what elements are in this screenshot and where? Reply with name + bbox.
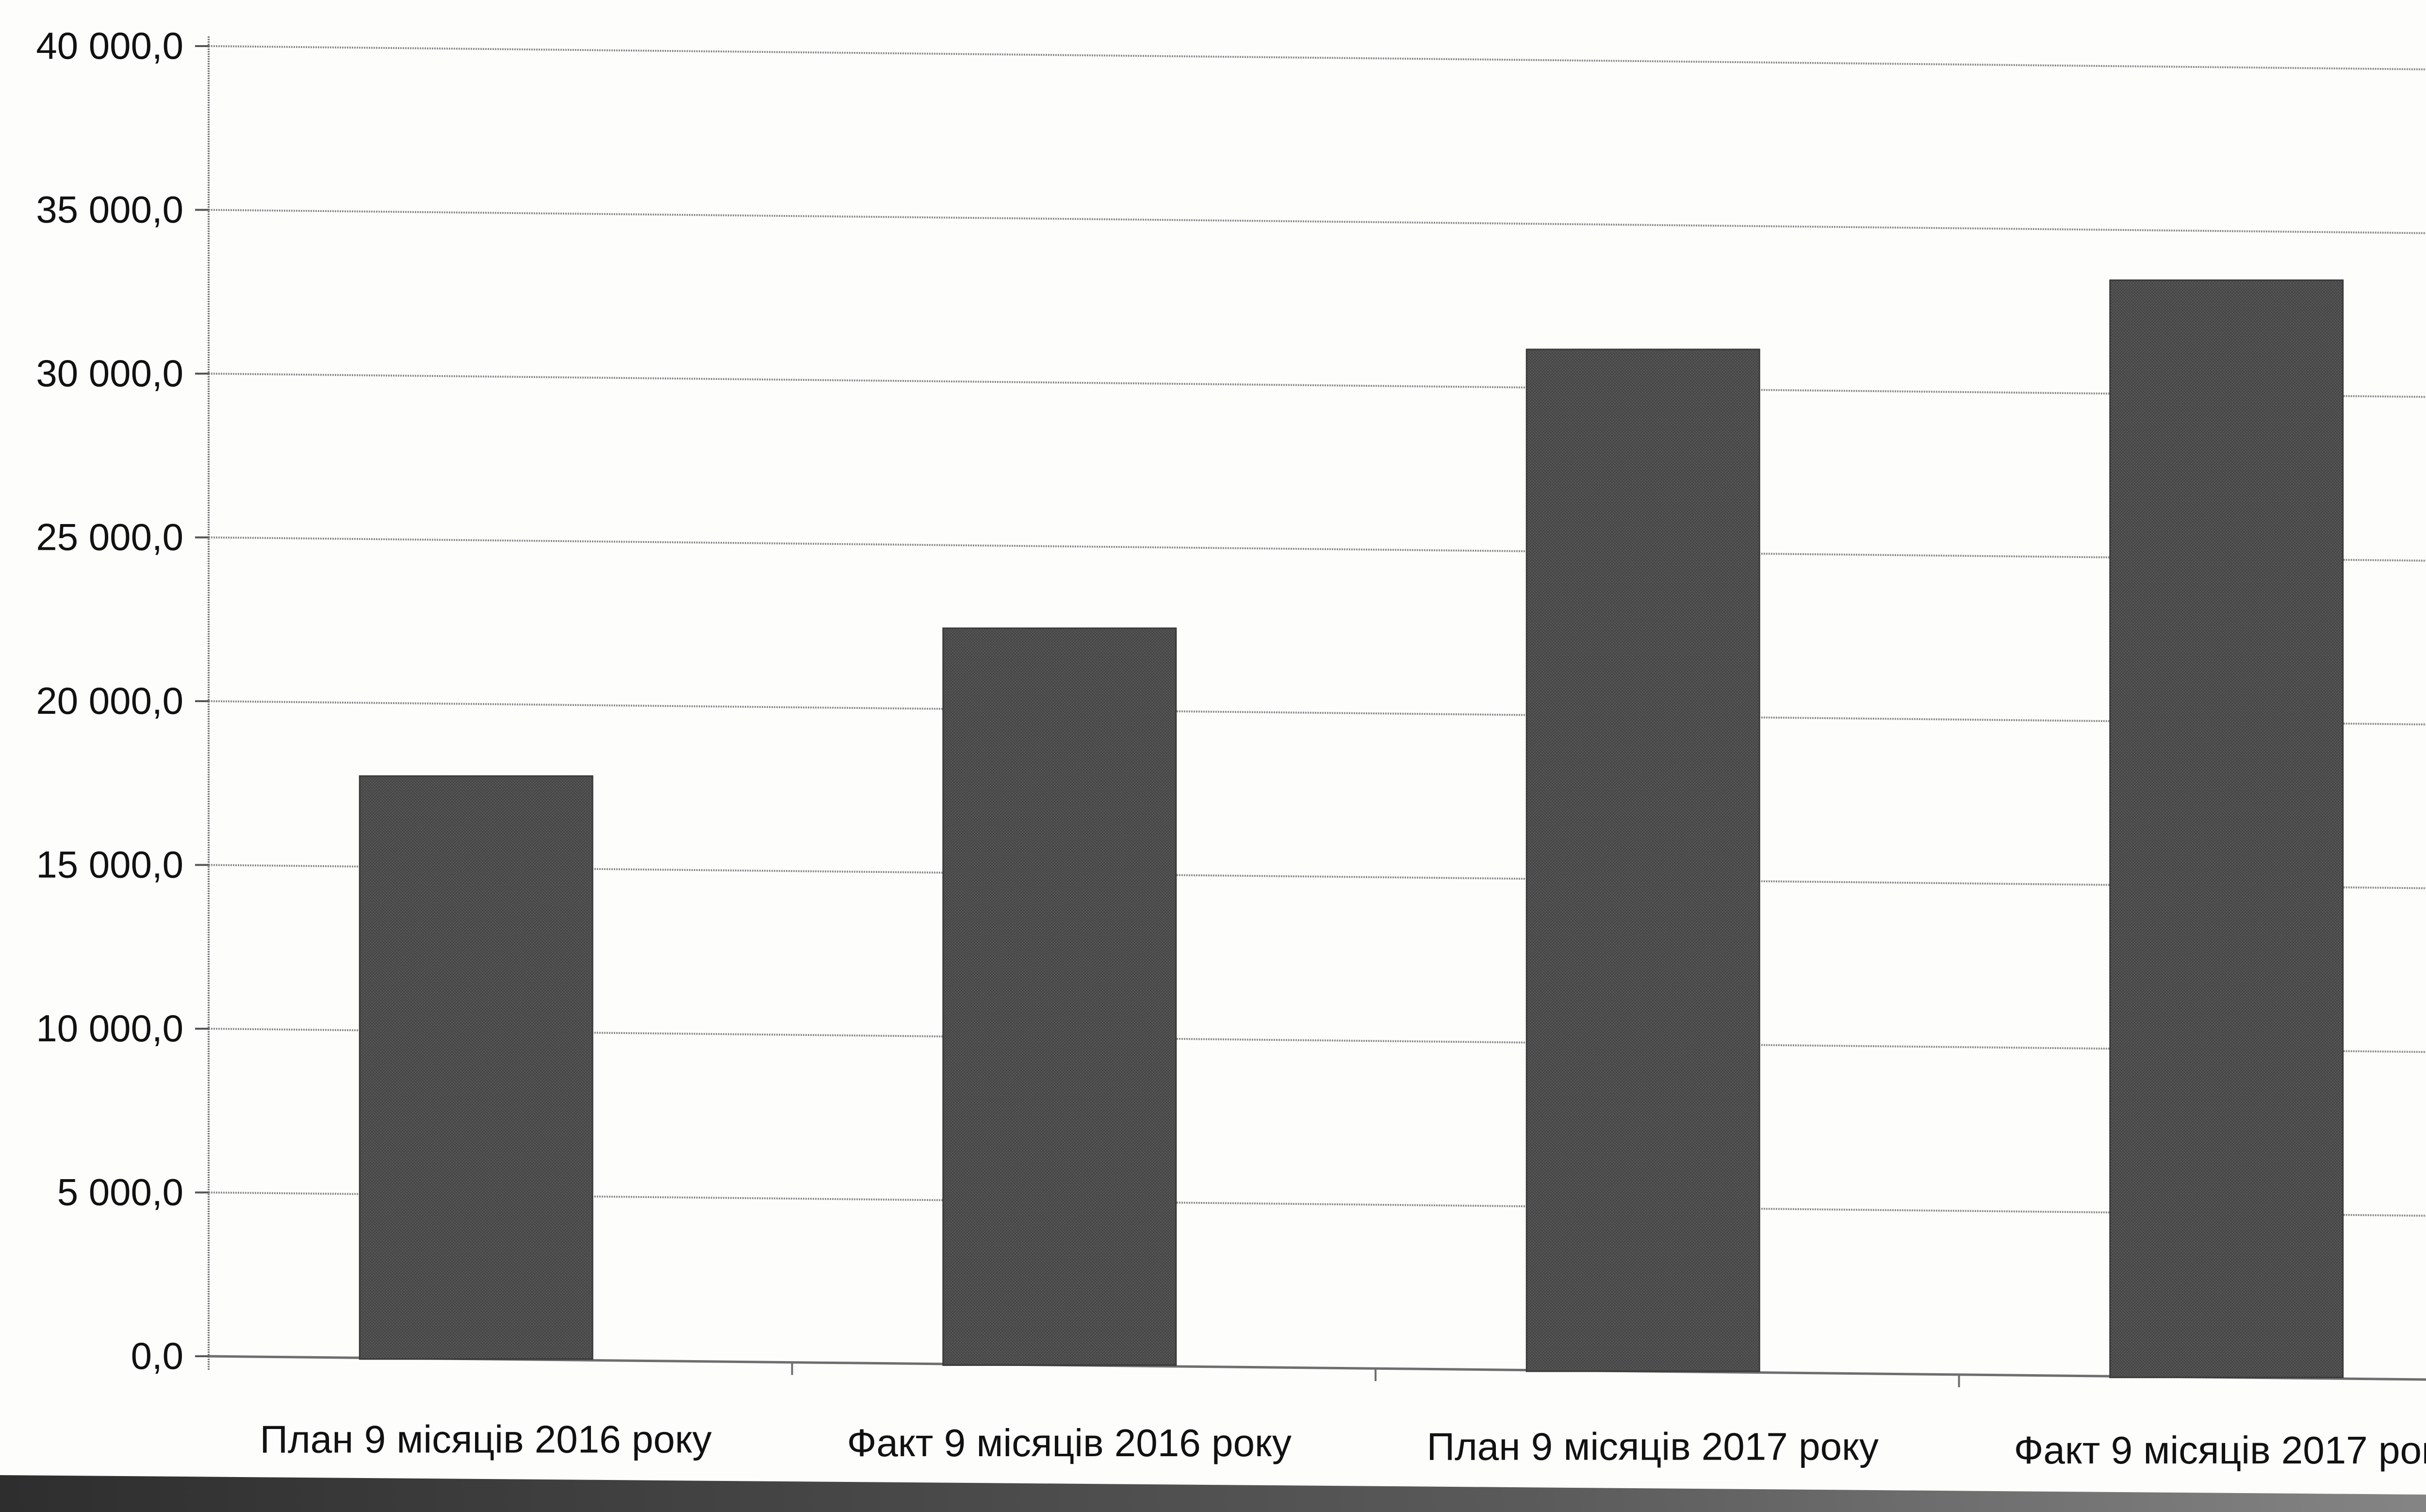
bar (1525, 348, 1760, 1372)
bars (359, 279, 2344, 1379)
gridline (208, 209, 2426, 234)
gridline (208, 1191, 2426, 1217)
gridline (208, 373, 2426, 398)
bar (359, 775, 593, 1360)
y-tick-label: 40 000,0 (36, 24, 183, 67)
gridline (208, 45, 2426, 70)
y-tick-label: 25 000,0 (36, 516, 183, 559)
x-category-label: Факт 9 місяців 2016 року (847, 1421, 1292, 1464)
y-tick-label: 30 000,0 (36, 352, 183, 394)
y-tick-label: 10 000,0 (36, 1007, 183, 1050)
x-axis-category-labels: План 9 місяців 2016 року Факт 9 місяців 2… (260, 1417, 2426, 1472)
y-axis-tick-labels: 0,0 5 000,0 10 000,0 15 000,0 20 000,0 25 000… (36, 24, 209, 1377)
bar (2109, 279, 2344, 1379)
gridlines (208, 45, 2426, 1217)
x-category-label: План 9 місяців 2016 року (260, 1417, 712, 1461)
x-axis-line (208, 1355, 2426, 1381)
scan-shadow-edge (0, 1475, 2426, 1512)
gridline (208, 864, 2426, 889)
bar (942, 627, 1177, 1366)
x-category-label: План 9 місяців 2017 року (1427, 1425, 1879, 1468)
y-tick-label: 5 000,0 (57, 1171, 183, 1214)
y-tick-label: 0,0 (131, 1334, 183, 1377)
gridline (208, 1028, 2426, 1053)
gridline (208, 700, 2426, 725)
y-tick-label: 20 000,0 (36, 679, 183, 722)
y-tick-label: 35 000,0 (36, 188, 183, 231)
y-tick-label: 15 000,0 (36, 843, 183, 886)
x-category-label: Факт 9 місяців 2017 року (2014, 1429, 2426, 1472)
gridline (208, 536, 2426, 562)
